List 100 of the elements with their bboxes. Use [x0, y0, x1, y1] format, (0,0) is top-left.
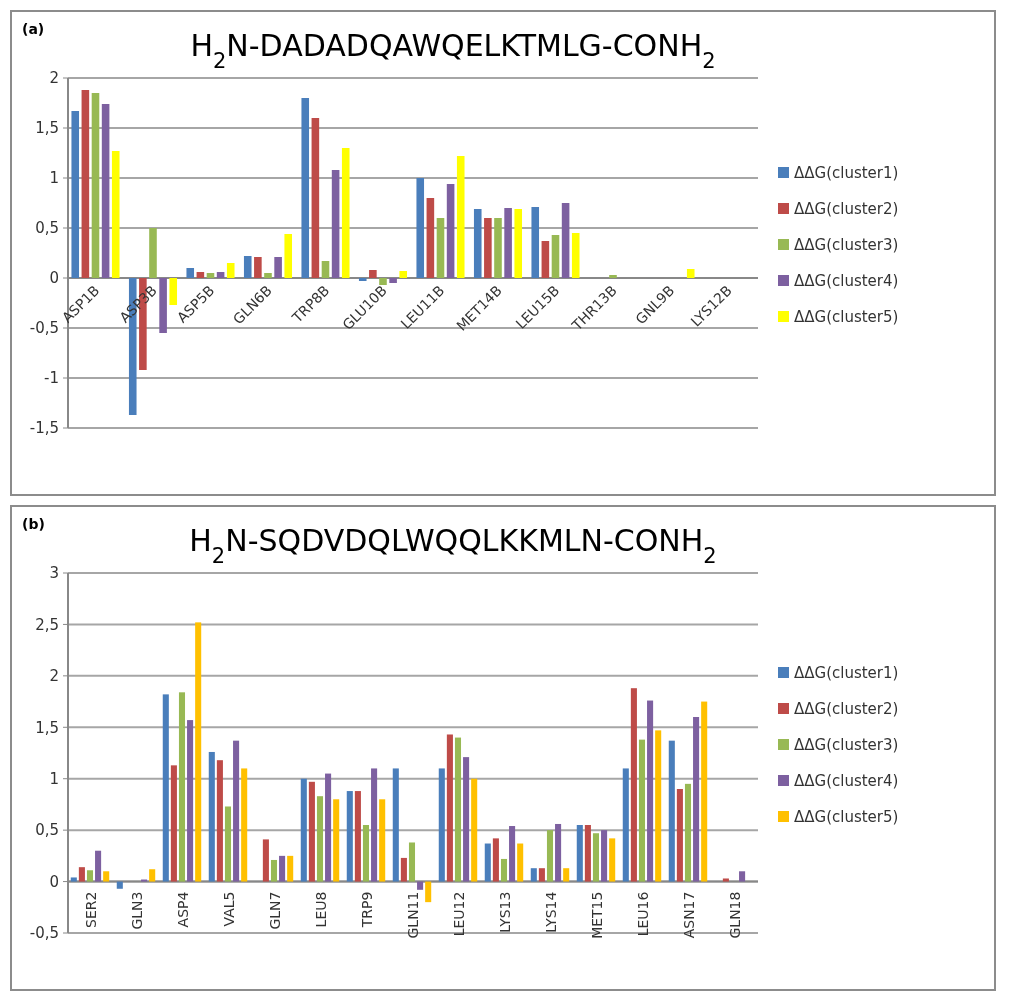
bar — [509, 826, 516, 882]
bar — [701, 701, 708, 882]
legend-label: ΔΔG(cluster4) — [794, 772, 899, 791]
y-tick-label: 3 — [49, 564, 59, 583]
bar — [111, 151, 120, 278]
bar — [408, 842, 416, 882]
bar — [362, 825, 370, 882]
y-tick-label: 0,5 — [35, 219, 59, 238]
bar — [517, 843, 524, 882]
bar — [722, 878, 729, 882]
bar — [504, 208, 512, 278]
legend-label: ΔΔG(cluster3) — [794, 236, 899, 255]
bar — [609, 275, 617, 278]
bar — [186, 268, 195, 278]
x-tick-label: TRP9 — [358, 891, 375, 929]
bar — [216, 272, 225, 278]
bar — [86, 870, 94, 882]
bar — [301, 98, 310, 278]
bar — [206, 273, 215, 278]
bar — [264, 273, 272, 278]
bar — [484, 843, 491, 882]
bar — [308, 781, 315, 882]
text: (a) — [22, 21, 45, 37]
x-tick-label: LEU8 — [312, 891, 329, 928]
x-tick-label: ASN17 — [680, 891, 697, 939]
bar — [224, 806, 232, 882]
bar — [571, 233, 580, 278]
bar — [500, 858, 508, 882]
bar — [233, 740, 240, 882]
bar — [693, 717, 700, 882]
bar — [369, 270, 377, 278]
bar — [331, 170, 340, 278]
bar — [162, 694, 169, 882]
bar — [274, 257, 282, 278]
x-tick-label: LEU16 — [634, 891, 651, 937]
bar — [473, 209, 482, 278]
bar — [279, 855, 286, 882]
bar — [425, 881, 432, 903]
bar — [333, 799, 340, 882]
bar — [655, 730, 662, 882]
bar — [78, 867, 85, 882]
bar — [101, 104, 110, 278]
bar — [196, 272, 205, 278]
bar — [463, 757, 470, 882]
bar — [91, 93, 100, 278]
bar — [311, 118, 320, 278]
bar — [494, 218, 502, 278]
legend-label: ΔΔG(cluster2) — [794, 700, 899, 719]
y-tick-label: 2,5 — [35, 615, 59, 634]
bar — [216, 760, 223, 882]
bar — [609, 838, 616, 882]
bar — [630, 688, 637, 882]
bar — [417, 881, 424, 890]
y-tick-label: 2 — [49, 69, 59, 88]
bar — [514, 209, 523, 278]
bar — [169, 278, 178, 305]
legend-label: ΔΔG(cluster5) — [794, 808, 899, 827]
bar — [538, 868, 545, 882]
bar — [116, 881, 123, 889]
y-tick-label: -0,5 — [29, 924, 59, 943]
bar — [187, 720, 194, 882]
bar — [492, 838, 499, 882]
bar — [426, 198, 435, 278]
x-tick-label: GLN7 — [266, 891, 283, 930]
bar — [262, 839, 269, 882]
x-tick-label: ASP4 — [174, 891, 191, 928]
bar — [70, 877, 77, 882]
y-tick-label: 2 — [49, 667, 59, 686]
y-tick-label: 1,5 — [35, 718, 59, 737]
bar — [551, 235, 560, 278]
bar — [316, 796, 324, 882]
bar — [346, 791, 353, 882]
legend-label: ΔΔG(cluster5) — [794, 308, 899, 327]
x-tick-label: GLN3 — [128, 891, 145, 930]
legend-label: ΔΔG(cluster4) — [794, 272, 899, 291]
x-tick-label: SER2 — [82, 891, 99, 928]
bar — [95, 850, 102, 882]
bar — [576, 825, 583, 882]
y-tick-label: 0,5 — [35, 821, 59, 840]
bar — [371, 768, 378, 882]
bar — [531, 207, 540, 278]
bar — [416, 178, 425, 278]
y-tick-label: 0 — [49, 269, 59, 288]
bar — [178, 692, 186, 882]
bar — [436, 218, 445, 278]
bar — [103, 871, 110, 882]
bar — [399, 271, 408, 278]
x-tick-label: MET15 — [588, 891, 605, 939]
bar — [325, 773, 332, 882]
bar — [471, 778, 478, 882]
y-tick-label: -1,5 — [29, 419, 59, 438]
bar — [341, 148, 350, 278]
bar — [647, 700, 654, 882]
bar — [592, 833, 600, 882]
bar — [676, 789, 683, 882]
bar — [541, 241, 550, 278]
bar — [438, 768, 445, 882]
bar — [159, 278, 167, 333]
bar — [354, 791, 361, 882]
bar — [446, 184, 455, 278]
